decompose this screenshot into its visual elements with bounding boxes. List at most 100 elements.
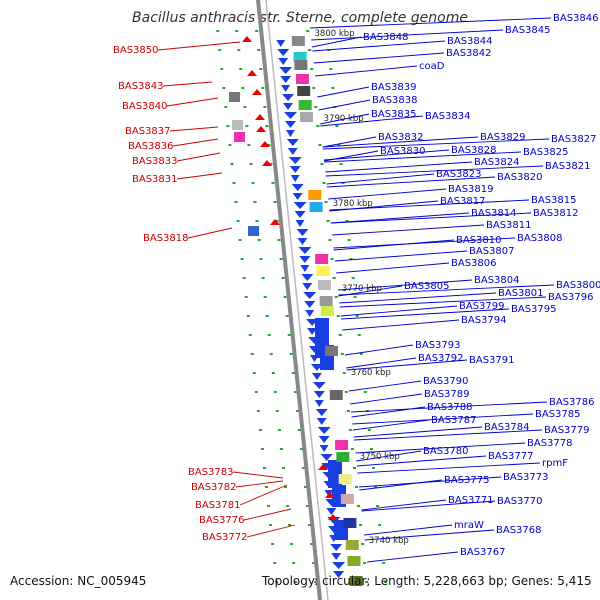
gene-feature-box[interactable] <box>319 296 333 306</box>
gene-arrow[interactable] <box>291 184 304 191</box>
right-gene-label[interactable]: BAS3839 <box>371 82 417 93</box>
right-gene-label[interactable]: BAS3808 <box>517 233 563 244</box>
gene-arrow[interactable] <box>286 139 299 146</box>
gene-arrow[interactable] <box>317 427 331 434</box>
gene-arrow[interactable] <box>301 274 314 281</box>
gene-arrow[interactable] <box>298 247 312 254</box>
gene-arrow[interactable] <box>333 571 345 578</box>
right-gene-label[interactable]: BAS3767 <box>460 547 506 558</box>
gene-arrow[interactable] <box>285 130 295 137</box>
right-gene-label[interactable]: BAS3790 <box>423 376 469 387</box>
gene-arrow[interactable] <box>295 220 305 227</box>
forward-gene-arrow[interactable] <box>260 141 270 147</box>
right-gene-label[interactable]: BAS3785 <box>535 409 581 420</box>
gene-arrow[interactable] <box>332 562 346 569</box>
gene-block[interactable] <box>328 460 342 488</box>
right-gene-label[interactable]: BAS3773 <box>503 472 549 483</box>
gene-feature-box[interactable] <box>291 36 305 46</box>
right-gene-label[interactable]: BAS3784 <box>484 422 530 433</box>
gene-arrow[interactable] <box>280 76 292 83</box>
forward-gene-arrow[interactable] <box>325 492 335 498</box>
left-gene-label[interactable]: BAS3781 <box>195 500 241 511</box>
right-gene-label[interactable]: BAS3770 <box>497 496 543 507</box>
right-gene-label[interactable]: BAS3779 <box>544 425 590 436</box>
left-gene-label[interactable]: BAS3843 <box>118 81 164 92</box>
right-gene-label[interactable]: BAS3845 <box>505 25 551 36</box>
right-gene-label[interactable]: BAS3807 <box>469 246 515 257</box>
gene-feature-box[interactable] <box>299 112 313 122</box>
right-gene-label[interactable]: BAS3846 <box>553 13 599 24</box>
forward-gene-arrow[interactable] <box>256 126 266 132</box>
gene-arrow[interactable] <box>320 454 333 461</box>
forward-gene-arrow[interactable] <box>252 89 262 95</box>
right-gene-label[interactable]: BAS3788 <box>427 402 473 413</box>
gene-feature-box[interactable] <box>335 440 349 450</box>
gene-feature-box[interactable] <box>317 280 331 290</box>
gene-arrow[interactable] <box>282 94 295 101</box>
gene-feature-box[interactable] <box>297 86 311 96</box>
gene-arrow[interactable] <box>330 544 343 551</box>
gene-arrow[interactable] <box>310 364 323 371</box>
right-gene-label[interactable]: BAS3793 <box>415 340 461 351</box>
gene-arrow[interactable] <box>277 49 290 56</box>
gene-arrow[interactable] <box>281 85 291 92</box>
right-gene-label[interactable]: BAS3829 <box>480 132 526 143</box>
gene-arrow[interactable] <box>296 229 309 236</box>
right-gene-label[interactable]: rpmF <box>542 458 568 469</box>
gene-arrow[interactable] <box>276 40 286 47</box>
right-gene-label[interactable]: BAS3775 <box>444 475 490 486</box>
right-gene-label[interactable]: BAS3820 <box>497 172 543 183</box>
gene-arrow[interactable] <box>314 400 324 407</box>
right-gene-label[interactable]: BAS3830 <box>380 146 426 157</box>
right-gene-label[interactable]: BAS3834 <box>425 111 471 122</box>
gene-arrow[interactable] <box>297 238 308 245</box>
gene-feature-box[interactable] <box>315 254 329 264</box>
gene-arrow[interactable] <box>326 508 337 515</box>
gene-feature-box[interactable] <box>347 556 361 566</box>
gene-arrow[interactable] <box>299 256 311 263</box>
left-gene-label[interactable]: BAS3837 <box>125 126 171 137</box>
gene-feature-box[interactable] <box>298 100 312 110</box>
gene-feature-box[interactable] <box>320 306 334 316</box>
gene-feature-box[interactable] <box>329 390 343 400</box>
gene-feature-box[interactable] <box>325 346 339 356</box>
gene-feature-box[interactable] <box>308 190 322 200</box>
forward-gene-arrow[interactable] <box>242 36 252 42</box>
forward-gene-arrow[interactable] <box>270 219 280 225</box>
right-gene-label[interactable]: BAS3828 <box>451 145 497 156</box>
forward-feature-box[interactable] <box>234 132 245 142</box>
gene-feature-box[interactable] <box>294 60 308 70</box>
left-gene-label[interactable]: BAS3772 <box>202 532 248 543</box>
forward-feature-box[interactable] <box>232 120 243 130</box>
right-gene-label[interactable]: BAS3795 <box>511 304 557 315</box>
right-gene-label[interactable]: BAS3800 <box>556 280 600 291</box>
gene-arrow[interactable] <box>312 382 326 389</box>
left-gene-label[interactable]: BAS3833 <box>132 156 178 167</box>
forward-gene-arrow[interactable] <box>255 114 265 120</box>
forward-feature-box[interactable] <box>229 92 240 102</box>
gene-feature-box[interactable] <box>295 74 309 84</box>
left-gene-label[interactable]: BAS3836 <box>128 141 174 152</box>
right-gene-label[interactable]: BAS3780 <box>423 446 469 457</box>
gene-arrow[interactable] <box>305 310 315 317</box>
right-gene-label[interactable]: BAS3824 <box>474 157 520 168</box>
right-gene-label[interactable]: BAS3819 <box>448 184 494 195</box>
gene-arrow[interactable] <box>303 292 317 299</box>
left-gene-label[interactable]: BAS3840 <box>122 101 168 112</box>
gene-arrow[interactable] <box>300 265 310 272</box>
right-gene-label[interactable]: BAS3787 <box>431 415 477 426</box>
forward-gene-arrow[interactable] <box>318 464 328 470</box>
gene-arrow[interactable] <box>292 193 303 200</box>
right-gene-label[interactable]: BAS3806 <box>451 258 497 269</box>
gene-arrow[interactable] <box>319 445 329 452</box>
gene-arrow[interactable] <box>318 436 330 443</box>
gene-arrow[interactable] <box>279 67 293 74</box>
right-gene-label[interactable]: BAS3823 <box>436 169 482 180</box>
forward-feature-box[interactable] <box>248 226 259 236</box>
right-gene-label[interactable]: BAS3825 <box>523 147 569 158</box>
gene-arrow[interactable] <box>311 373 322 380</box>
gene-feature-box[interactable] <box>340 494 354 504</box>
right-gene-label[interactable]: BAS3801 <box>498 288 544 299</box>
gene-arrow[interactable] <box>293 202 307 209</box>
gene-arrow[interactable] <box>278 58 289 65</box>
